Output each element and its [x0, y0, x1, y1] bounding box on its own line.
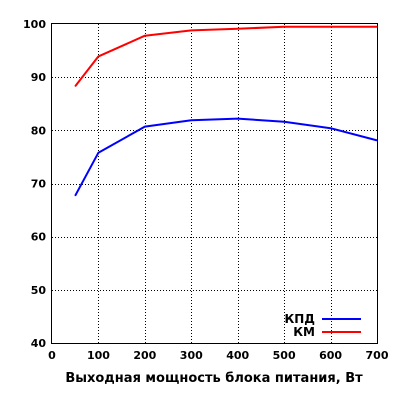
data-point [376, 26, 378, 28]
x-tick-label: 100 [87, 349, 110, 362]
y-tick-label: 70 [31, 178, 47, 191]
y-tick-label: 80 [31, 124, 47, 137]
data-point [74, 85, 76, 87]
x-tick-label: 700 [366, 349, 389, 362]
data-point [74, 195, 76, 197]
data-point [190, 29, 192, 31]
data-point [376, 139, 378, 141]
data-point [283, 121, 285, 123]
x-tick-label: 0 [48, 349, 56, 362]
legend-label-kpd: КПД [284, 312, 315, 326]
x-tick-label: 200 [133, 349, 156, 362]
y-tick-label: 60 [31, 231, 47, 244]
data-point [144, 35, 146, 37]
x-tick-label: 600 [319, 349, 342, 362]
data-point [144, 126, 146, 128]
series-lines [74, 25, 378, 197]
data-point [237, 118, 239, 120]
grid [52, 24, 377, 343]
plot-frame [51, 23, 378, 344]
y-tick-label: 100 [23, 18, 46, 31]
x-tick-label: 300 [180, 349, 203, 362]
data-point [330, 26, 332, 28]
data-point [97, 152, 99, 154]
data-point [97, 55, 99, 57]
y-tick-label: 40 [31, 337, 47, 350]
legend-label-km: КМ [293, 325, 315, 339]
axis-ticks: 0 100 200 300 400 500 600 700 40 50 60 70 80 90 100 [23, 18, 389, 362]
x-tick-label: 500 [273, 349, 296, 362]
data-point [330, 127, 332, 129]
data-point [237, 28, 239, 30]
series-line-kpd [74, 117, 378, 197]
y-tick-label: 50 [31, 284, 47, 297]
data-point [190, 119, 192, 121]
y-tick-label: 90 [31, 71, 47, 84]
legend: КПД КМ [284, 312, 361, 339]
x-axis-title: Выходная мощность блока питания, Вт [65, 371, 363, 386]
series-line-km [74, 25, 377, 87]
data-point [283, 26, 285, 28]
x-tick-label: 400 [226, 349, 249, 362]
